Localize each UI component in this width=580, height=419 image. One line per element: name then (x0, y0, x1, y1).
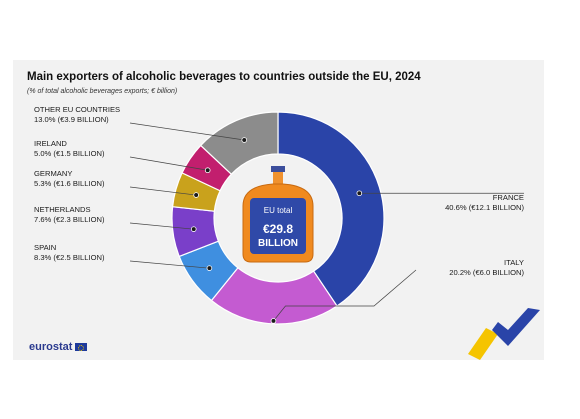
center-label-value: €29.8 (263, 222, 293, 236)
logo-text: eurostat (29, 341, 73, 353)
slice-other-eu-countries (199, 111, 279, 176)
label-value-other-eu-countries: 13.0% (€3.9 BILLION) (34, 115, 109, 124)
leader-line-italy (273, 269, 417, 322)
label-value-italy: 20.2% (€6.0 BILLION) (449, 268, 524, 277)
center-label-unit: BILLION (258, 238, 298, 249)
leader-dot-netherlands (190, 226, 197, 232)
label-name-spain: SPAIN (34, 243, 56, 252)
label-name-other-eu-countries: OTHER EU COUNTRIES (34, 105, 120, 114)
leader-line-other-eu-countries (129, 122, 245, 141)
label-value-germany: 5.3% (€1.6 BILLION) (34, 179, 105, 188)
bottle-icon: EU total €29.8 BILLION (242, 166, 314, 263)
leader-line-ireland (129, 156, 208, 171)
chart-subtitle: (% of total alcoholic beverages exports;… (27, 88, 178, 95)
eurostat-logo: eurostat (29, 341, 88, 353)
label-name-germany: GERMANY (34, 169, 72, 178)
center-label-line1: EU total (264, 206, 293, 215)
leader-line-spain (129, 260, 210, 269)
label-value-netherlands: 7.6% (€2.3 BILLION) (34, 215, 105, 224)
leader-dot-spain (206, 265, 213, 271)
label-name-italy: ITALY (504, 258, 524, 267)
label-name-france: FRANCE (493, 193, 524, 202)
eu-flag-icon (75, 343, 88, 351)
label-name-ireland: IRELAND (34, 139, 67, 148)
label-value-france: 40.6% (€12.1 BILLION) (445, 203, 524, 212)
label-value-spain: 8.3% (€2.5 BILLION) (34, 253, 105, 262)
leader-dot-italy (270, 318, 277, 324)
leader-dot-germany (193, 192, 199, 198)
label-value-ireland: 5.0% (€1.5 BILLION) (34, 149, 105, 158)
leader-dot-france (356, 190, 363, 197)
decorative-ribbon (468, 308, 540, 360)
leader-line-netherlands (129, 222, 194, 230)
leader-dot-ireland (204, 167, 211, 174)
label-name-netherlands: NETHERLANDS (34, 205, 91, 214)
slice-france (277, 111, 385, 307)
leader-line-germany (129, 186, 197, 196)
leader-dot-other-eu-countries (241, 137, 248, 143)
chart-title: Main exporters of alcoholic beverages to… (27, 71, 421, 83)
